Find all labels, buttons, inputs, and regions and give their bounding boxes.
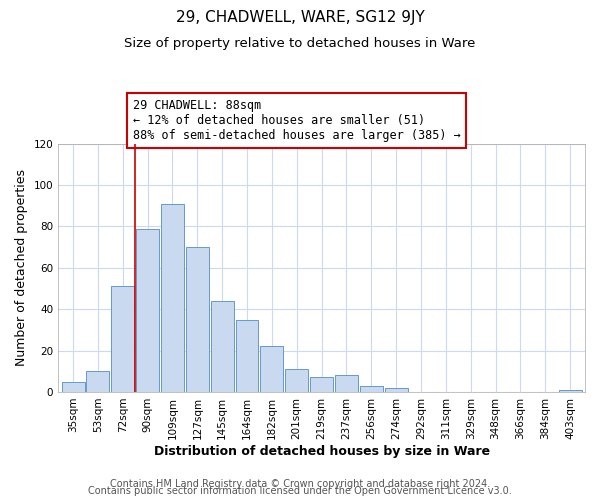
Bar bbox=[335, 376, 358, 392]
Text: Contains public sector information licensed under the Open Government Licence v3: Contains public sector information licen… bbox=[88, 486, 512, 496]
X-axis label: Distribution of detached houses by size in Ware: Distribution of detached houses by size … bbox=[154, 444, 490, 458]
Bar bbox=[360, 386, 383, 392]
Y-axis label: Number of detached properties: Number of detached properties bbox=[15, 170, 28, 366]
Bar bbox=[559, 390, 581, 392]
Text: 29 CHADWELL: 88sqm
← 12% of detached houses are smaller (51)
88% of semi-detache: 29 CHADWELL: 88sqm ← 12% of detached hou… bbox=[133, 98, 460, 142]
Bar bbox=[211, 301, 233, 392]
Bar bbox=[286, 369, 308, 392]
Bar bbox=[86, 372, 109, 392]
Text: Size of property relative to detached houses in Ware: Size of property relative to detached ho… bbox=[124, 38, 476, 51]
Bar bbox=[112, 286, 134, 392]
Bar bbox=[186, 247, 209, 392]
Bar bbox=[136, 228, 159, 392]
Text: 29, CHADWELL, WARE, SG12 9JY: 29, CHADWELL, WARE, SG12 9JY bbox=[176, 10, 424, 25]
Text: Contains HM Land Registry data © Crown copyright and database right 2024.: Contains HM Land Registry data © Crown c… bbox=[110, 479, 490, 489]
Bar bbox=[385, 388, 407, 392]
Bar bbox=[260, 346, 283, 392]
Bar bbox=[62, 382, 85, 392]
Bar bbox=[236, 320, 259, 392]
Bar bbox=[161, 204, 184, 392]
Bar bbox=[310, 378, 333, 392]
